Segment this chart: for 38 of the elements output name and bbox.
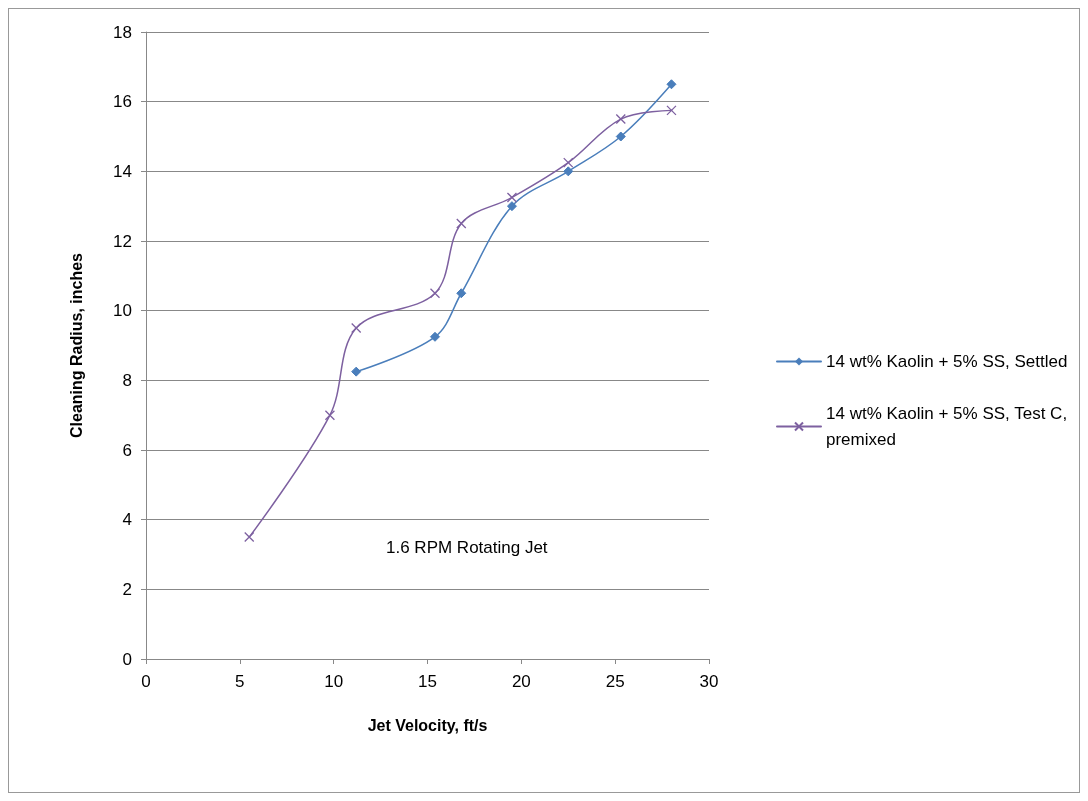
point (666, 105, 677, 116)
x-tick-label: 10 (324, 672, 344, 691)
point (456, 288, 467, 299)
point (506, 201, 517, 212)
y-tick-label: 14 (113, 161, 132, 181)
point (563, 166, 574, 177)
y-tick-label: 10 (113, 301, 132, 321)
x-tick-label: 5 (235, 672, 245, 691)
point (244, 531, 255, 543)
y-tick-label: 6 (122, 440, 132, 460)
point (666, 79, 677, 90)
x-tick-label: 0 (141, 672, 151, 691)
point (351, 322, 362, 334)
y-tick-label: 8 (122, 370, 132, 390)
x-axis-title: Jet Velocity, ft/s (367, 716, 488, 734)
point (506, 192, 518, 203)
legend-label: 14 wt% Kaolin + 5% SS, Test C, premixed (826, 404, 1072, 449)
y-tick-label: 4 (122, 510, 132, 530)
y-tick-label: 16 (113, 92, 132, 112)
point (615, 113, 626, 125)
y-tick-label: 18 (113, 22, 132, 42)
point (615, 131, 626, 142)
point (429, 288, 441, 299)
x-tick-label: 25 (605, 672, 625, 691)
y-tick-label: 12 (113, 231, 132, 251)
legend-label: 14 wt% Kaolin + 5% SS, Settled (826, 352, 1068, 371)
x-tick-label: 20 (511, 672, 531, 691)
point (324, 410, 336, 421)
y-tick-label: 0 (122, 649, 132, 669)
point (563, 157, 574, 168)
y-tick-label: 2 (122, 579, 132, 599)
point (456, 218, 467, 229)
point (430, 331, 441, 342)
x-tick-label: 30 (699, 672, 719, 691)
point (351, 366, 362, 377)
y-axis-title: Cleaning Radius, inches (67, 252, 85, 438)
x-tick-label: 15 (418, 672, 437, 691)
annotation: 1.6 RPM Rotating Jet (386, 538, 548, 557)
